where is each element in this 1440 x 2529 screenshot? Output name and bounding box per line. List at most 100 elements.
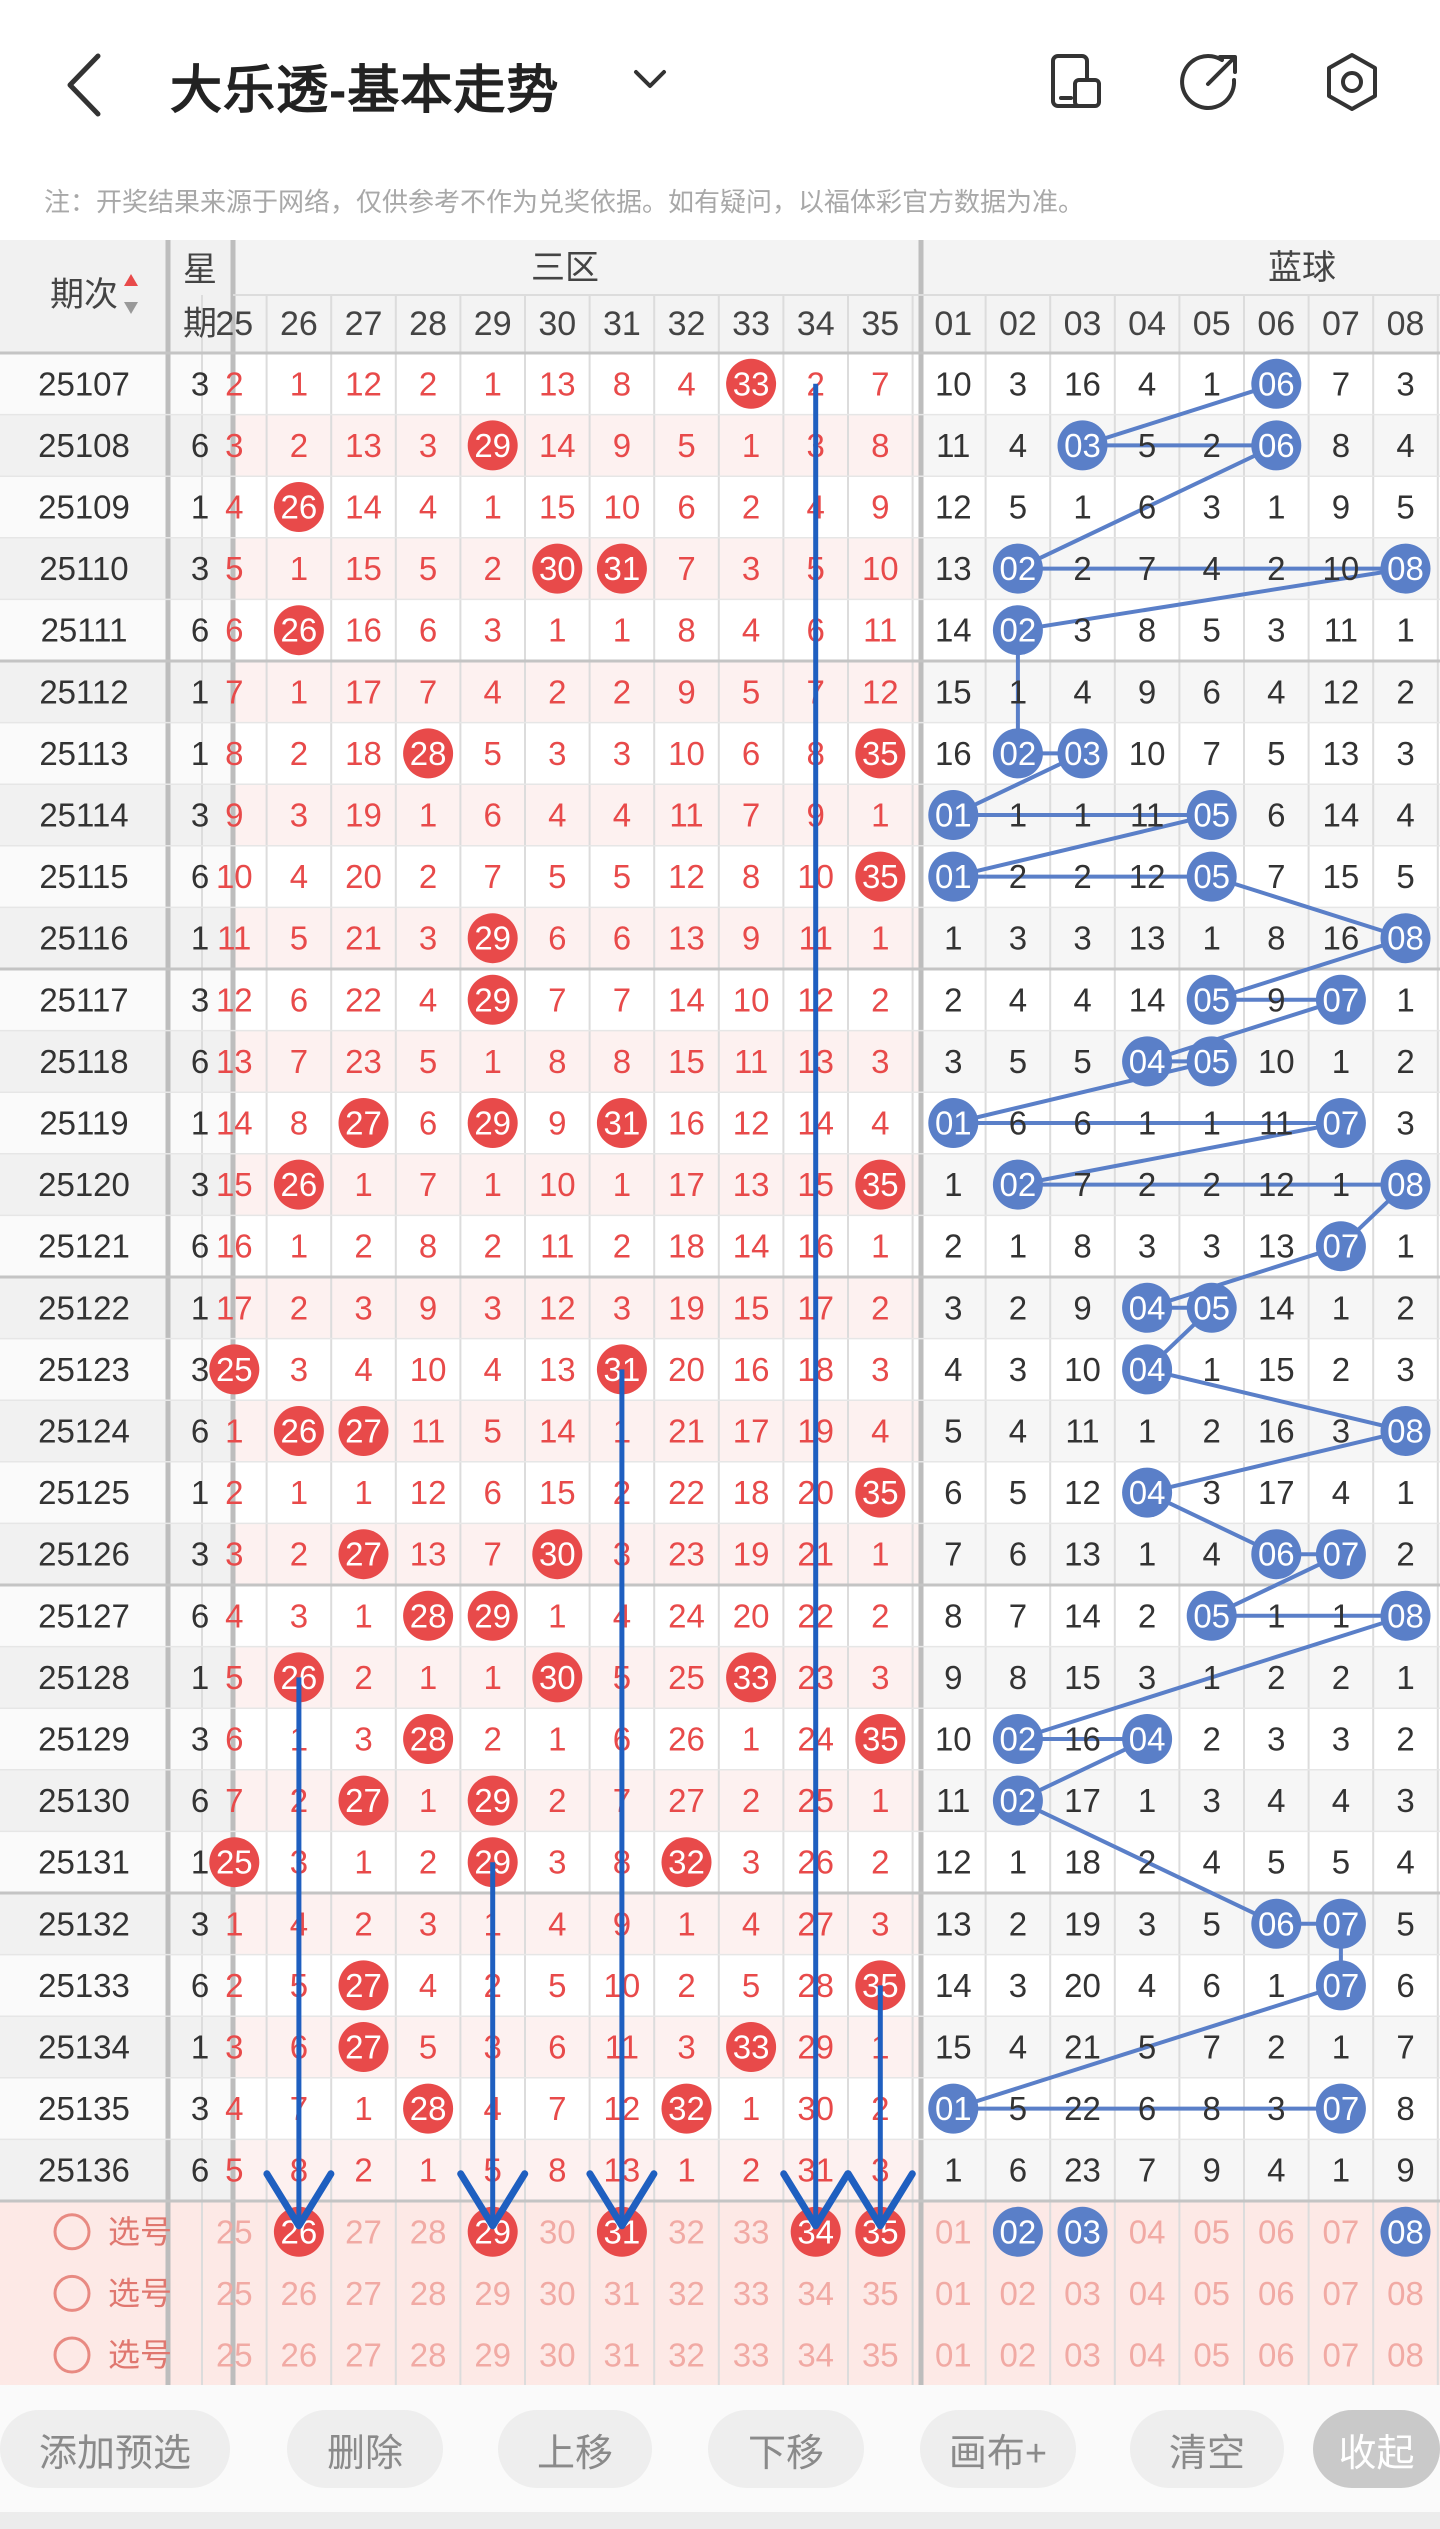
red-pick-cell[interactable]: 33 bbox=[733, 2275, 770, 2312]
delete-button[interactable]: 删除 bbox=[287, 2410, 443, 2488]
select-row-label[interactable]: 选号 bbox=[108, 2337, 172, 2373]
select-row-label[interactable]: 选号 bbox=[108, 2275, 172, 2311]
blue-pick-cell[interactable]: 05 bbox=[1193, 2213, 1230, 2250]
red-ball-number: 29 bbox=[474, 1105, 511, 1142]
move-up-button[interactable]: 上移 bbox=[498, 2410, 652, 2488]
red-omission-cell: 12 bbox=[668, 858, 705, 895]
red-pick-cell[interactable]: 26 bbox=[281, 2337, 318, 2374]
red-omission-cell: 10 bbox=[733, 981, 770, 1018]
period-column-header[interactable]: 期次 bbox=[50, 276, 118, 314]
add-preselect-button[interactable]: 添加预选 bbox=[0, 2410, 230, 2488]
canvas-plus-button[interactable]: 画布+ bbox=[920, 2410, 1076, 2488]
red-pick-cell[interactable]: 31 bbox=[604, 2275, 641, 2312]
red-pick-cell[interactable]: 29 bbox=[474, 2275, 511, 2312]
red-pick-cell[interactable]: 25 bbox=[216, 2337, 253, 2374]
red-pick-cell[interactable]: 29 bbox=[474, 2337, 511, 2374]
blue-pick-cell[interactable]: 07 bbox=[1323, 2337, 1360, 2374]
blue-pick-cell[interactable]: 04 bbox=[1129, 2275, 1166, 2312]
blue-pick-cell[interactable]: 06 bbox=[1258, 2337, 1295, 2374]
collapse-button[interactable]: 收起 bbox=[1313, 2410, 1440, 2488]
blue-pick-cell[interactable]: 03 bbox=[1064, 2275, 1101, 2312]
red-pick-cell[interactable]: 31 bbox=[604, 2337, 641, 2374]
red-pick-cell[interactable]: 35 bbox=[862, 2275, 899, 2312]
red-pick-cell[interactable]: 33 bbox=[733, 2337, 770, 2374]
selected-red-ball[interactable] bbox=[596, 2206, 647, 2257]
red-pick-cell[interactable]: 34 bbox=[797, 2337, 834, 2374]
red-pick-cell[interactable]: 27 bbox=[345, 2337, 382, 2374]
red-pick-cell[interactable]: 32 bbox=[668, 2213, 705, 2250]
red-pick-cell[interactable]: 27 bbox=[345, 2213, 382, 2250]
blue-pick-cell[interactable]: 02 bbox=[1000, 2275, 1037, 2312]
red-omission-cell: 10 bbox=[216, 858, 253, 895]
blue-ball-number: 07 bbox=[1323, 981, 1360, 1018]
blue-pick-cell[interactable]: 02 bbox=[1000, 2337, 1037, 2374]
blue-omission-cell: 15 bbox=[1323, 858, 1360, 895]
share-icon[interactable] bbox=[1178, 50, 1242, 114]
red-pick-cell[interactable]: 25 bbox=[216, 2213, 253, 2250]
selected-blue-number[interactable]: 08 bbox=[1387, 2213, 1424, 2250]
selected-red-ball[interactable] bbox=[855, 2206, 906, 2257]
blue-pick-cell[interactable]: 04 bbox=[1129, 2213, 1166, 2250]
blue-pick-cell[interactable]: 07 bbox=[1323, 2213, 1360, 2250]
row-stripe-left bbox=[0, 1831, 233, 1893]
sort-down-icon[interactable] bbox=[124, 302, 138, 314]
selected-red-ball[interactable] bbox=[790, 2206, 841, 2257]
red-omission-cell: 4 bbox=[871, 1105, 889, 1142]
blue-pick-cell[interactable]: 01 bbox=[935, 2337, 972, 2374]
selected-red-ball[interactable] bbox=[467, 2206, 518, 2257]
red-pick-cell[interactable]: 28 bbox=[410, 2275, 447, 2312]
back-arrow-icon[interactable] bbox=[60, 50, 110, 120]
sort-up-icon[interactable] bbox=[124, 274, 138, 286]
red-pick-cell[interactable]: 25 bbox=[216, 2275, 253, 2312]
blue-pick-cell[interactable]: 07 bbox=[1323, 2275, 1360, 2312]
blue-pick-cell[interactable]: 04 bbox=[1129, 2337, 1166, 2374]
selected-blue-ball[interactable] bbox=[1380, 2206, 1431, 2257]
red-pick-cell[interactable]: 28 bbox=[410, 2213, 447, 2250]
select-radio[interactable] bbox=[53, 2336, 91, 2374]
red-ball-number: 31 bbox=[604, 550, 641, 587]
red-pick-cell[interactable]: 34 bbox=[797, 2275, 834, 2312]
red-pick-cell[interactable]: 27 bbox=[345, 2275, 382, 2312]
red-pick-cell[interactable]: 32 bbox=[668, 2337, 705, 2374]
blue-pick-cell[interactable]: 06 bbox=[1258, 2213, 1295, 2250]
red-pick-cell[interactable]: 30 bbox=[539, 2337, 576, 2374]
move-down-button[interactable]: 下移 bbox=[708, 2410, 864, 2488]
select-row-label[interactable]: 选号 bbox=[108, 2214, 172, 2250]
blue-pick-cell[interactable]: 05 bbox=[1193, 2275, 1230, 2312]
screen-layout-icon[interactable] bbox=[1045, 50, 1109, 114]
blue-pick-cell[interactable]: 06 bbox=[1258, 2275, 1295, 2312]
blue-pick-cell[interactable]: 01 bbox=[935, 2275, 972, 2312]
blue-pick-cell[interactable]: 08 bbox=[1387, 2275, 1424, 2312]
blue-pick-cell[interactable]: 05 bbox=[1193, 2337, 1230, 2374]
select-radio[interactable] bbox=[53, 2274, 91, 2312]
select-radio[interactable] bbox=[53, 2213, 91, 2251]
red-pick-cell[interactable]: 33 bbox=[733, 2213, 770, 2250]
blue-pick-cell[interactable]: 08 bbox=[1387, 2337, 1424, 2374]
red-pick-cell[interactable]: 26 bbox=[281, 2275, 318, 2312]
page-title[interactable]: 大乐透-基本走势 bbox=[170, 62, 560, 120]
red-pick-cell[interactable]: 30 bbox=[539, 2213, 576, 2250]
chevron-down-icon[interactable] bbox=[630, 64, 670, 94]
selected-red-ball[interactable] bbox=[273, 2206, 324, 2257]
blue-pick-cell[interactable]: 01 bbox=[935, 2213, 972, 2250]
red-omission-cell: 15 bbox=[539, 489, 576, 526]
blue-pick-cell[interactable]: 03 bbox=[1064, 2337, 1101, 2374]
red-omission-cell: 27 bbox=[668, 1782, 705, 1819]
selected-blue-ball[interactable] bbox=[1057, 2206, 1108, 2257]
red-pick-cell[interactable]: 35 bbox=[862, 2337, 899, 2374]
settings-icon[interactable] bbox=[1320, 50, 1384, 114]
blue-omission-cell: 13 bbox=[1258, 1228, 1295, 1265]
row-stripe-left bbox=[0, 1893, 233, 1955]
clear-button[interactable]: 清空 bbox=[1130, 2410, 1284, 2488]
row-stripe-left bbox=[0, 907, 233, 969]
selected-blue-ball[interactable] bbox=[992, 2206, 1043, 2257]
selected-blue-number[interactable]: 03 bbox=[1064, 2213, 1101, 2250]
red-pick-cell[interactable]: 32 bbox=[668, 2275, 705, 2312]
selected-blue-number[interactable]: 02 bbox=[1000, 2213, 1037, 2250]
red-pick-cell[interactable]: 30 bbox=[539, 2275, 576, 2312]
period-cell: 25121 bbox=[38, 1228, 130, 1265]
red-omission-cell: 1 bbox=[613, 1166, 631, 1203]
red-pick-cell[interactable]: 28 bbox=[410, 2337, 447, 2374]
blue-omission-cell: 12 bbox=[935, 489, 972, 526]
